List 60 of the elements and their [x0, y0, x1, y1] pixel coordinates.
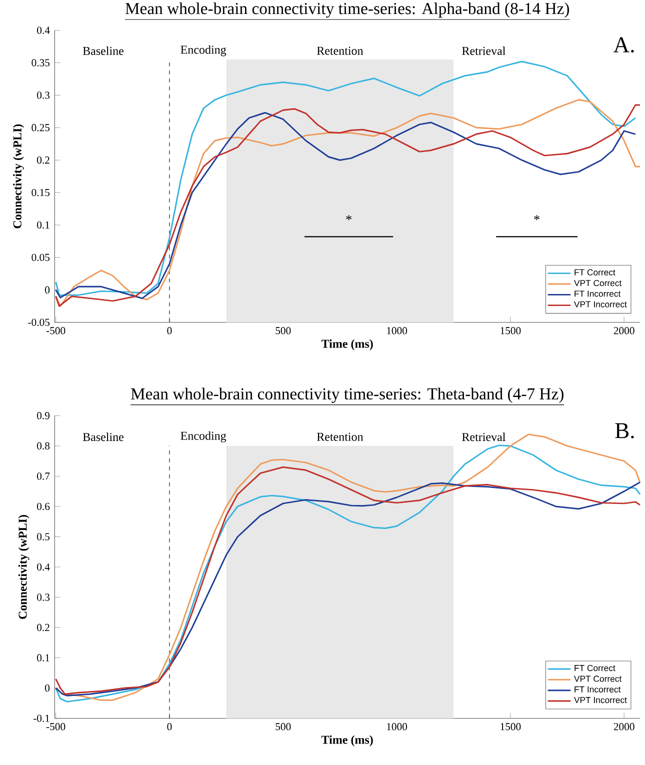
x-axis-title: Time (ms)	[321, 735, 373, 746]
legend-label: VPT Incorrect	[574, 697, 627, 704]
x-axis-title: Time (ms)	[321, 339, 373, 350]
annotation: B.	[615, 423, 634, 438]
annotation: Retrieval	[462, 46, 506, 56]
annotation: *	[346, 215, 352, 220]
legend-label: FT Incorrect	[574, 686, 621, 692]
y-axis-title: Connectivity (wPLI)	[18, 515, 30, 619]
y-tick-label: 0.1	[37, 221, 50, 229]
y-tick-label: 0.3	[37, 594, 50, 601]
annotation: *	[534, 215, 540, 220]
y-tick-label: 0.1	[37, 654, 50, 662]
x-tick-label: 0	[167, 723, 172, 730]
chart-title: Mean whole-brain connectivity time-series: Alpha-band (8-14 Hz)	[125, 2, 570, 18]
x-tick-label: 0	[167, 327, 172, 334]
y-tick-label: 0.35	[32, 59, 50, 66]
y-tick-label: 0.05	[32, 254, 50, 262]
y-tick-label: 0	[45, 286, 50, 294]
legend-label: VPT Correct	[574, 676, 622, 682]
y-tick-label: 0.15	[32, 188, 50, 196]
y-tick-label: 0.4	[37, 26, 50, 34]
x-tick-label: 2000	[614, 723, 634, 730]
legend-label: FT Correct	[574, 269, 616, 276]
y-tick-label: -0.05	[28, 318, 50, 326]
y-tick-label: 0.9	[37, 412, 50, 420]
x-tick-label: -500	[46, 723, 66, 730]
annotation: Retrieval	[462, 432, 506, 442]
legend-label: FT Correct	[574, 664, 616, 672]
annotation: A.	[613, 37, 634, 53]
x-tick-label: 1500	[500, 327, 521, 334]
x-tick-label: 1500	[500, 723, 521, 730]
legend-label: VPT Incorrect	[574, 301, 627, 308]
y-tick-label: 0.2	[37, 624, 50, 632]
legend-label: FT Incorrect	[574, 290, 621, 297]
y-axis-title: Connectivity (wPLI)	[13, 124, 24, 228]
annotation: Encoding	[180, 45, 226, 56]
line-series	[55, 60, 636, 296]
chart-title: Mean whole-brain connectivity time-series: Theta-band (4-7 Hz)	[130, 388, 564, 403]
x-tick-label: 500	[276, 327, 291, 334]
band-label: Retention	[316, 46, 364, 55]
x-tick-label: 1000	[387, 327, 408, 334]
x-tick-label: 2000	[614, 327, 634, 334]
y-tick-label: 0.7	[37, 472, 50, 480]
y-tick-label: 0.8	[37, 442, 50, 450]
y-tick-label: 0.25	[32, 124, 50, 132]
y-tick-label: 0.4	[37, 563, 50, 571]
y-tick-label: 0	[45, 684, 50, 692]
band-label: Retention	[316, 432, 364, 441]
legend-label: VPT Correct	[574, 280, 622, 286]
annotation: Baseline	[82, 46, 124, 56]
annotation: Encoding	[180, 431, 226, 442]
x-tick-label: 1000	[387, 723, 408, 730]
y-tick-label: 0.6	[37, 502, 50, 510]
y-tick-label: 0.2	[37, 156, 50, 164]
x-tick-label: 500	[276, 723, 291, 730]
y-tick-label: -0.1	[33, 714, 50, 722]
x-tick-label: -500	[46, 327, 66, 334]
y-tick-label: 0.5	[37, 533, 50, 540]
annotation: Baseline	[82, 432, 124, 442]
y-tick-label: 0.3	[37, 92, 50, 99]
